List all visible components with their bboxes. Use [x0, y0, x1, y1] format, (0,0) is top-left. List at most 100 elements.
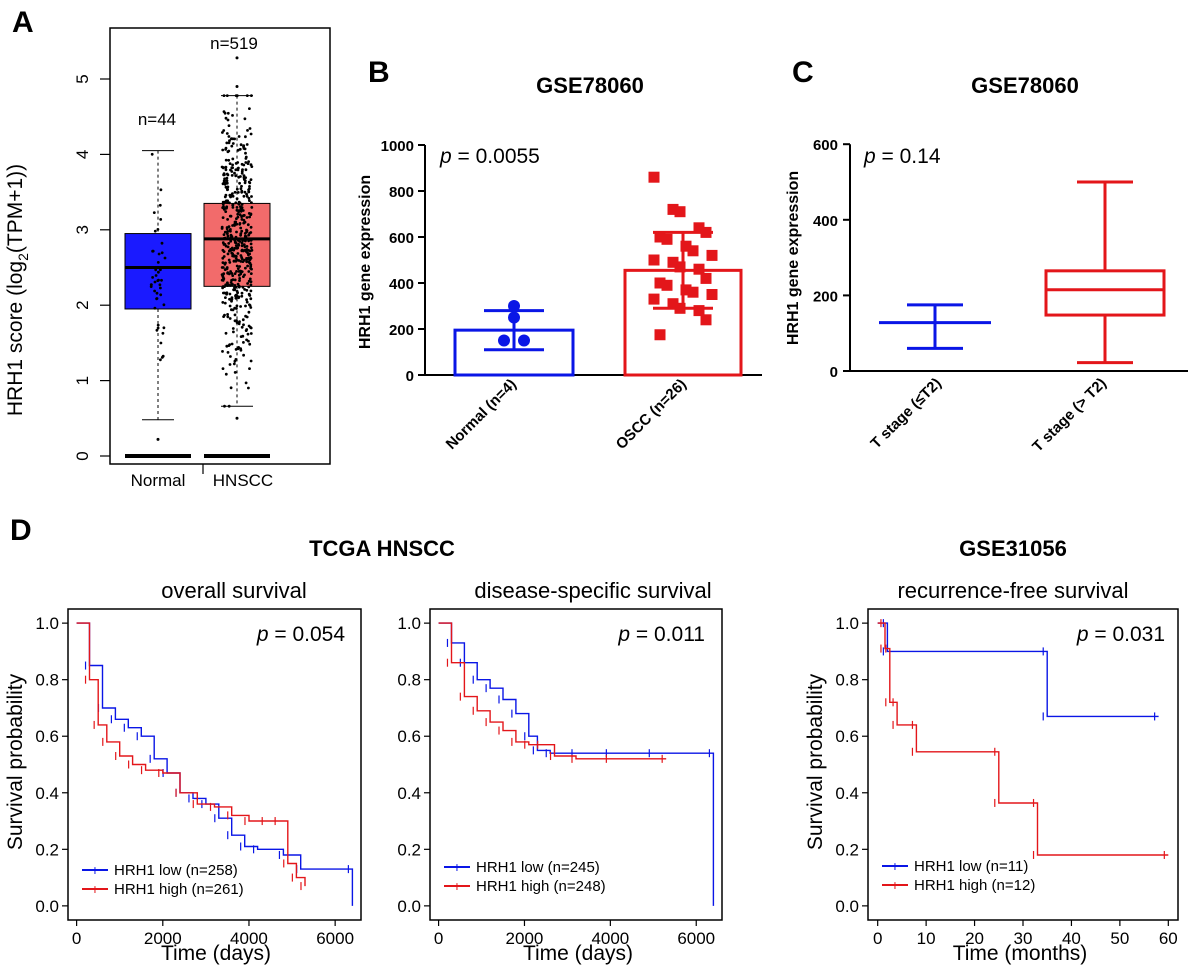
panel-a-point-hnscc — [221, 200, 225, 204]
panel-a-point-hnscc — [223, 230, 227, 234]
panel-a-point-hnscc — [239, 272, 243, 276]
panel-a-point-hnscc — [225, 205, 229, 209]
panel-a-point-hnscc — [224, 296, 227, 299]
d3-ytick-label: 0.4 — [835, 784, 859, 803]
panel-b-title: GSE78060 — [536, 73, 644, 98]
panel-a-point-hnscc — [244, 314, 248, 318]
panel-a-point-hnscc — [222, 94, 226, 97]
d1-xtick-label: 6000 — [316, 929, 354, 948]
panel-a-ytick-label: 4 — [73, 150, 92, 159]
panel-a-point-hnscc — [238, 277, 242, 280]
panel-a-point-hnscc — [221, 216, 225, 220]
panel-a-xtick-normal: Normal — [131, 471, 186, 490]
panel-a-point-hnscc — [226, 111, 230, 115]
panel-b: GSE78060 HRH1 gene expression p = 0.0055… — [357, 73, 762, 453]
panel-a-point-hnscc — [231, 142, 235, 145]
panel-a-point-hnscc — [249, 297, 253, 301]
d3-xtick-label: 40 — [1062, 929, 1081, 948]
panel-a-point-hnscc — [226, 150, 230, 154]
panel-a-point-hnscc — [226, 351, 230, 354]
panel-a-point-hnscc — [238, 201, 242, 205]
panel-a-point-hnscc — [239, 305, 243, 308]
panel-b-point-normal — [508, 300, 520, 312]
panel-a-point-hnscc — [235, 222, 238, 226]
panel-b-point-oscc — [706, 289, 718, 300]
panel-a-point-hnscc — [241, 285, 245, 289]
panel-a-point-hnscc — [249, 332, 253, 335]
svg-text:+: + — [891, 877, 899, 893]
panel-a-point-hnscc — [231, 278, 235, 281]
panel-d1-xlabel: Time (days) — [161, 942, 271, 965]
panel-a-point-normal — [162, 303, 166, 307]
panel-a-point-hnscc — [223, 404, 226, 408]
panel-a-point-hnscc — [237, 285, 241, 289]
d2-xtick-label: 2000 — [506, 929, 544, 948]
panel-a-point-hnscc — [233, 278, 237, 282]
panel-a-point-normal — [157, 270, 160, 274]
panel-a-point-hnscc — [240, 184, 243, 188]
d2-xtick-label: 6000 — [677, 929, 715, 948]
d3-xtick-label: 10 — [917, 929, 936, 948]
panel-a-point-hnscc — [248, 187, 251, 191]
panel-a-point-hnscc — [245, 288, 249, 292]
panel-b-point-oscc — [674, 206, 686, 218]
panel-a-point-hnscc — [227, 283, 230, 287]
panel-letter-c: C — [792, 56, 814, 89]
panel-a-point-hnscc — [228, 201, 231, 205]
panel-a-point-hnscc — [242, 341, 245, 344]
panel-a-point-hnscc — [228, 249, 231, 253]
panel-a-point-hnscc — [245, 143, 249, 146]
panel-a-point-hnscc — [241, 334, 245, 338]
panel-a-point-hnscc — [240, 257, 244, 261]
panel-a-point-hnscc — [238, 181, 242, 185]
panel-a-point-normal — [149, 285, 153, 288]
panel-a-point-hnscc — [241, 260, 245, 263]
panel-a-point-hnscc — [241, 318, 245, 322]
panel-a-point-hnscc — [227, 141, 231, 145]
panel-a-point-hnscc — [222, 129, 226, 132]
panel-a-point-hnscc — [247, 196, 251, 200]
panel-c-ylabel: HRH1 gene expression — [785, 171, 802, 345]
panel-a-point-normal — [159, 286, 162, 290]
panel-a-point-hnscc — [246, 162, 250, 166]
panel-b-ytick-label: 600 — [389, 230, 414, 247]
panel-a-point-hnscc — [239, 143, 243, 147]
panel-a-point-hnscc — [227, 272, 231, 276]
panel-a-point-normal — [159, 341, 163, 345]
panel-b-point-normal — [498, 334, 510, 347]
d3-xtick-label: 0 — [873, 929, 882, 948]
panel-b-point-normal — [508, 311, 520, 324]
panel-a-point-hnscc — [241, 168, 244, 172]
panel-a-ytick-label: 1 — [73, 376, 92, 385]
d3-ytick-label: 0.8 — [835, 671, 859, 690]
panel-d1-ylabel: Survival probability — [4, 673, 27, 850]
panel-a-point-hnscc — [221, 350, 224, 353]
panel-a-point-hnscc — [221, 261, 225, 264]
panel-b-xtick-normal: Normal (n=4) — [443, 376, 520, 453]
panel-d1-pvalue: p = 0.054 — [256, 623, 345, 646]
panel-a-point-hnscc — [249, 325, 252, 329]
panel-a-point-hnscc — [223, 262, 227, 266]
panel-a-point-hnscc — [243, 181, 247, 185]
panel-d2-xlabel: Time (days) — [523, 942, 633, 965]
panel-a-point-hnscc — [245, 300, 249, 304]
panel-a-point-hnscc — [240, 171, 244, 175]
panel-a-point-hnscc — [247, 386, 250, 390]
panel-a-ytick-label: 5 — [73, 74, 92, 83]
panel-a-point-hnscc — [248, 127, 252, 130]
panel-a-point-hnscc — [234, 94, 238, 97]
panel-a-point-hnscc — [250, 248, 254, 252]
panel-a-point-hnscc — [249, 213, 253, 217]
panel-a-point-hnscc — [240, 241, 244, 245]
panel-a-point-hnscc — [235, 264, 239, 268]
panel-a-point-hnscc — [240, 208, 244, 212]
panel-a-point-hnscc — [233, 371, 237, 374]
panel-a-point-hnscc — [222, 172, 226, 176]
panel-a-point-hnscc — [223, 236, 227, 240]
panel-a-point-hnscc — [227, 404, 231, 408]
panel-a-point-hnscc — [240, 291, 244, 295]
panel-a-point-hnscc — [247, 260, 251, 264]
panel-a-outlier-hnscc — [235, 416, 239, 420]
d2-ytick-label: 0.2 — [397, 840, 421, 859]
